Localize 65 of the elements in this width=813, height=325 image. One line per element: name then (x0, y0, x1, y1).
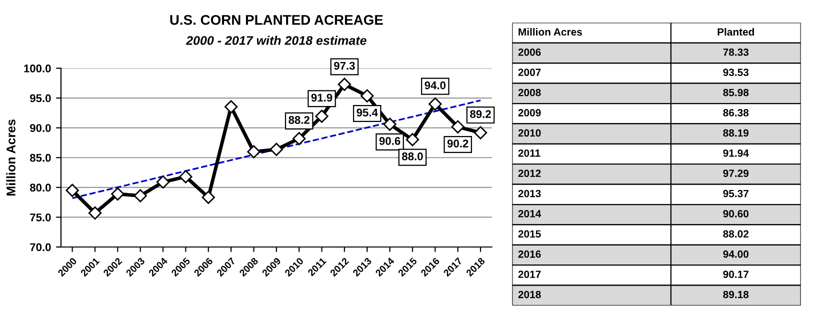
text: 85.98 (723, 88, 749, 96)
text: 2009 (518, 109, 541, 116)
text: 2014 (518, 210, 542, 218)
text: 89.18 (723, 290, 749, 298)
y-axis-title: Million Acres (6, 119, 16, 196)
point (292, 132, 306, 146)
point (451, 120, 464, 134)
text: 88.19 (723, 129, 749, 137)
text: 2007 (518, 68, 541, 76)
text: 2006 (518, 48, 541, 56)
data-label: 91.9 (311, 94, 332, 102)
point (88, 206, 102, 220)
text: 97.29 (723, 170, 749, 178)
point (111, 187, 124, 201)
point (179, 170, 192, 184)
y-tick-label: 80.0 (30, 184, 51, 192)
data-label: 90.2 (447, 140, 468, 148)
text: 2018 (518, 290, 541, 298)
text: 2010 (518, 129, 541, 137)
text: 94.00 (723, 250, 748, 258)
point (360, 89, 374, 102)
text: 93.53 (723, 68, 749, 76)
text: 2008 (518, 88, 541, 96)
text: Planted (718, 28, 754, 36)
y-tick-label: 100.0 (24, 64, 51, 72)
point (224, 100, 238, 114)
point (428, 97, 442, 111)
chart-subtitle: 2000 - 2017 with 2018 estimate (186, 36, 366, 45)
y-tick-label: 70.0 (30, 243, 51, 252)
y-tick-label: 75.0 (30, 213, 51, 222)
point (406, 133, 420, 146)
chart-title: U.S. CORN PLANTED ACREAGE (170, 14, 383, 25)
y-tick-label: 90.0 (30, 124, 51, 132)
text: 2015 (518, 230, 541, 238)
text: 2013 (518, 190, 541, 198)
point (315, 110, 328, 123)
text: 86.38 (723, 109, 749, 116)
point (66, 184, 79, 197)
text: 78.33 (723, 48, 749, 56)
text: 2012 (518, 170, 541, 178)
point (474, 126, 488, 140)
text: 91.94 (723, 149, 749, 157)
data-label: 97.3 (334, 62, 355, 70)
point (383, 118, 396, 131)
point (156, 175, 170, 189)
text: 95.37 (723, 190, 748, 198)
data-label: 94.0 (424, 81, 446, 90)
point (338, 78, 352, 91)
text: 2011 (518, 149, 540, 157)
point (270, 142, 284, 156)
data-label: 90.6 (379, 137, 400, 145)
point (247, 145, 260, 158)
text: 88.02 (723, 230, 748, 238)
point (134, 189, 147, 202)
data-label: 88.2 (288, 116, 310, 124)
text: 90.17 (723, 270, 748, 278)
data-label: 95.4 (356, 108, 378, 116)
y-tick-label: 85.0 (30, 154, 51, 162)
point (202, 190, 215, 204)
text: Million Acres (518, 28, 582, 36)
data-label: 89.2 (470, 110, 491, 118)
text: 2016 (518, 250, 541, 258)
data-label: 88.0 (402, 152, 423, 160)
text: 90.60 (723, 210, 748, 218)
y-tick-label: 95.0 (30, 94, 51, 102)
